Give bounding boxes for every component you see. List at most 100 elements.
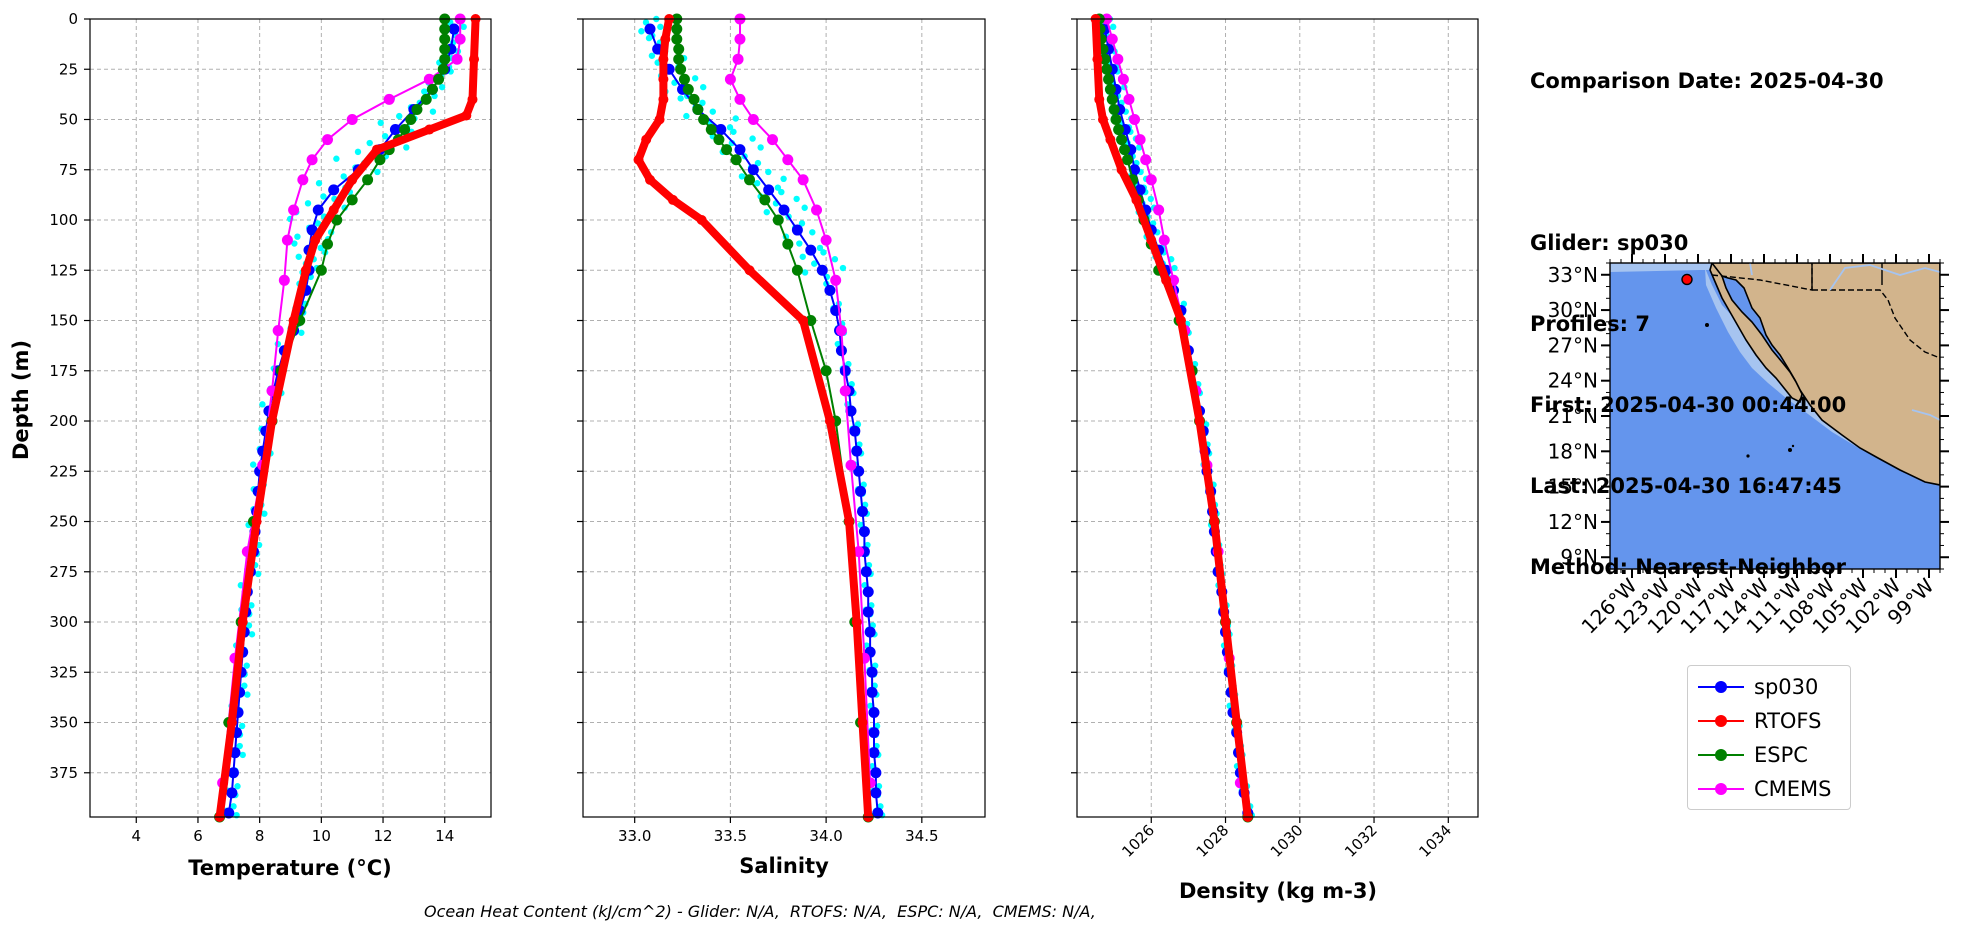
series-marker-espc — [820, 365, 832, 377]
series-marker-espc — [1116, 134, 1128, 146]
y-tick-label: 300 — [49, 613, 78, 631]
x-tick-label: 8 — [255, 827, 265, 845]
series-marker-sp030 — [223, 807, 235, 819]
series-marker-espc — [437, 63, 449, 75]
series-marker-rtofs — [469, 54, 480, 65]
series-marker-rtofs — [798, 315, 809, 326]
series-marker-espc — [420, 93, 432, 105]
profile-scatter-point — [709, 108, 716, 115]
profile-scatter-point — [298, 329, 305, 336]
series-marker-rtofs — [1231, 717, 1242, 728]
profile-scatter-point — [809, 229, 816, 236]
x-tick-label: 10 — [312, 827, 331, 845]
series-marker-cmems — [724, 73, 736, 85]
series-marker-cmems — [297, 174, 309, 186]
profile-scatter-point — [774, 184, 782, 191]
series-marker-cmems — [1123, 93, 1135, 105]
series-marker-rtofs — [371, 144, 382, 155]
profile-scatter-point — [320, 193, 327, 200]
series-marker-cmems — [288, 204, 300, 216]
series-marker-espc — [730, 154, 742, 166]
y-tick-label: 375 — [49, 764, 78, 782]
series-marker-espc — [439, 53, 451, 65]
series-line-rtofs — [215, 15, 480, 821]
map-island-3 — [1788, 448, 1792, 452]
y-tick-label: 125 — [49, 261, 78, 279]
profile-scatter-point — [801, 204, 808, 211]
y-tick-label: 225 — [49, 462, 78, 480]
profile-scatter-point — [304, 200, 312, 207]
series-marker-espc — [1101, 63, 1113, 75]
x-tick-label: 1028 — [1193, 821, 1233, 861]
map-lat-label: 27°N — [1548, 333, 1598, 357]
legend-swatch — [1696, 672, 1746, 702]
series-marker-espc — [1121, 154, 1133, 166]
series-marker-sp030 — [864, 626, 876, 638]
series-marker-espc — [439, 33, 451, 45]
profile-scatter-point — [754, 180, 761, 187]
series-marker-espc — [374, 154, 386, 166]
series-marker-espc — [1108, 103, 1120, 115]
x-tick-label: 6 — [193, 827, 203, 845]
series-marker-rtofs — [266, 416, 277, 427]
y-tick-label: 175 — [49, 362, 78, 380]
series-marker-sp030 — [870, 787, 882, 799]
series-marker-rtofs — [824, 416, 835, 427]
series-marker-rtofs — [226, 717, 237, 728]
series-marker-rtofs — [645, 174, 655, 185]
profile-scatter-point — [236, 742, 243, 750]
series-marker-espc — [439, 43, 451, 55]
profile-scatter-point — [366, 139, 373, 147]
profile-scatter-point — [403, 144, 410, 151]
profile-scatter-point — [749, 135, 756, 142]
profile-scatter-point — [314, 220, 322, 227]
series-marker-espc — [692, 103, 704, 115]
series-marker-rtofs — [300, 265, 311, 276]
profile-scatter-point — [230, 803, 237, 810]
profile-scatter-point — [1110, 23, 1117, 31]
legend-item-espc: ESPC — [1696, 740, 1808, 770]
x-tick-label: 1032 — [1341, 821, 1381, 861]
series-marker-rtofs — [1175, 315, 1186, 326]
y-tick-label: 50 — [59, 111, 78, 129]
series-marker-rtofs — [641, 134, 652, 145]
series-marker-rtofs — [424, 124, 435, 135]
ylabel-depth: Depth (m) — [9, 340, 33, 460]
series-marker-cmems — [383, 93, 395, 105]
comparison-info: Comparison Date: 2025-04-30 Glider: sp03… — [1530, 14, 1884, 608]
series-marker-cmems — [732, 53, 744, 65]
profile-scatter-point — [683, 112, 690, 120]
map-land-mainland — [1711, 263, 1940, 486]
series-marker-rtofs — [851, 617, 862, 628]
profile-scatter-point — [699, 99, 706, 107]
series-marker-sp030 — [734, 144, 746, 156]
profile-scatter-point — [259, 401, 266, 408]
series-marker-sp030 — [805, 244, 817, 256]
profile-scatter-point — [831, 256, 839, 263]
profile-scatter-point — [381, 132, 389, 140]
series-marker-sp030 — [866, 666, 878, 678]
profile-scatter-point — [801, 269, 809, 276]
series-marker-espc — [1113, 124, 1125, 136]
profile-scatter-point — [295, 253, 302, 260]
series-marker-rtofs — [667, 194, 678, 205]
profile-scatter-point — [234, 783, 241, 790]
series-marker-espc — [1099, 53, 1111, 65]
series-marker-espc — [346, 194, 358, 206]
series-marker-cmems — [820, 234, 832, 246]
series-marker-cmems — [1134, 134, 1146, 146]
map-lat-label: 30°N — [1548, 298, 1598, 322]
legend: sp030 RTOFS ESPC CMEMS — [1687, 665, 1851, 810]
profile-scatter-point — [700, 83, 707, 91]
map-land-baja — [1709, 263, 1803, 404]
series-marker-rtofs — [1161, 275, 1172, 286]
legend-label: ESPC — [1754, 743, 1808, 767]
series-marker-espc — [713, 134, 725, 146]
legend-label: CMEMS — [1754, 777, 1832, 801]
profile-scatter-point — [291, 240, 298, 247]
series-marker-cmems — [1153, 204, 1165, 216]
profile-scatter-point — [239, 751, 246, 759]
series-marker-espc — [805, 315, 817, 327]
series-marker-sp030 — [845, 405, 857, 417]
series-marker-espc — [759, 194, 771, 206]
